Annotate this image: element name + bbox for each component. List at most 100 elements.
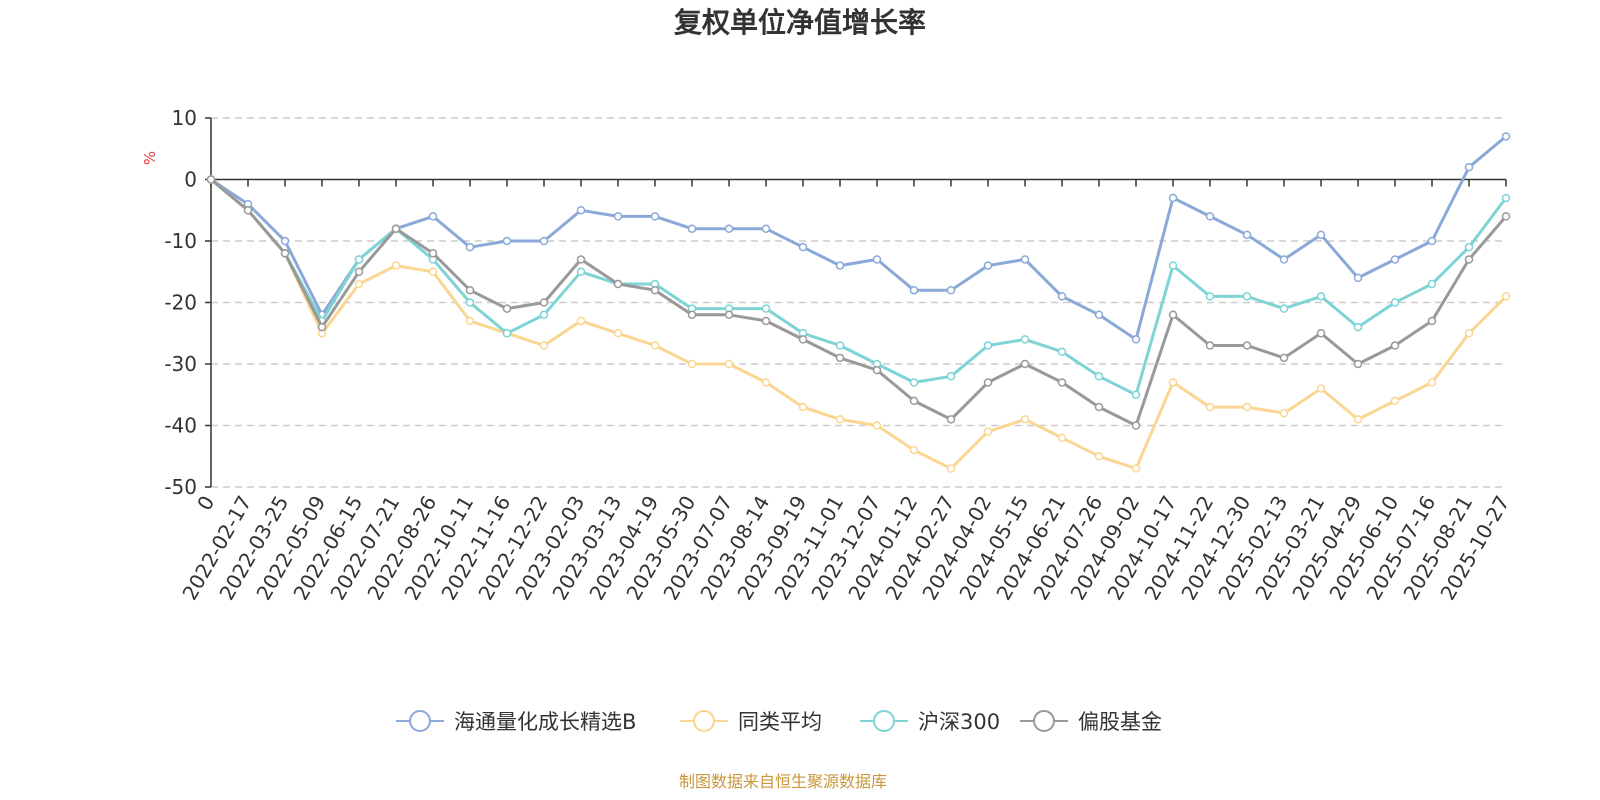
data-point [1057, 378, 1067, 387]
data-point [1057, 292, 1067, 301]
data-point [1131, 390, 1141, 399]
data-point [539, 236, 549, 246]
data-point [909, 285, 919, 295]
legend[interactable]: 海通量化成长精选B 同类平均 沪深300 偏股基金 [396, 710, 1162, 734]
legend-item-2[interactable]: 同类平均 [680, 710, 822, 734]
data-point [576, 316, 586, 326]
data-point [835, 353, 845, 363]
data-point [391, 261, 401, 270]
data-point [1464, 162, 1474, 172]
data-point [354, 255, 364, 264]
data-point [465, 316, 475, 326]
data-point [872, 421, 882, 430]
legend-item-3[interactable]: 沪深300 [860, 710, 1000, 734]
data-point [1205, 292, 1215, 301]
data-point [1020, 255, 1030, 264]
data-point [1020, 415, 1030, 424]
data-point [1094, 310, 1104, 320]
data-point [1279, 408, 1289, 418]
data-point [317, 322, 327, 332]
data-point [1390, 298, 1400, 307]
data-point [428, 249, 438, 258]
data-point [798, 335, 808, 344]
data-point [835, 415, 845, 424]
data-point [872, 255, 882, 264]
data-point [1390, 341, 1400, 350]
data-point [687, 310, 697, 320]
data-point [687, 224, 697, 233]
data-point [909, 378, 919, 387]
data-point [946, 464, 956, 473]
data-point [650, 341, 660, 350]
data-point [613, 212, 623, 221]
data-point [1131, 421, 1141, 430]
data-point [280, 236, 290, 246]
data-point [1131, 335, 1141, 344]
data-point [539, 310, 549, 320]
data-point [1390, 396, 1400, 406]
data-point [650, 285, 660, 295]
data-point [983, 427, 993, 436]
legend-label: 偏股基金 [1078, 710, 1162, 734]
legend-label: 海通量化成长精选B [454, 710, 636, 734]
legend-circle-icon [693, 710, 715, 732]
data-point [724, 310, 734, 320]
legend-label: 沪深300 [918, 710, 1000, 734]
data-point [1353, 359, 1363, 369]
data-point [1242, 230, 1252, 240]
data-point [835, 261, 845, 270]
data-point [539, 298, 549, 307]
data-source-note: 制图数据来自恒生聚源数据库 [679, 772, 887, 791]
data-point [576, 255, 586, 264]
data-point [613, 279, 623, 289]
data-point [1094, 372, 1104, 381]
data-point [687, 359, 697, 369]
data-point [946, 285, 956, 295]
data-point [428, 267, 438, 276]
data-point [1427, 378, 1437, 387]
data-point [1464, 329, 1474, 338]
data-point [1316, 329, 1326, 338]
data-point [983, 341, 993, 350]
data-point [1131, 464, 1141, 473]
data-point [1020, 359, 1030, 369]
legend-circle-icon [873, 710, 895, 732]
data-point [280, 249, 290, 258]
data-point [798, 402, 808, 412]
data-point [835, 341, 845, 350]
series-2 [206, 175, 1511, 473]
data-point [1501, 193, 1511, 203]
data-point [761, 316, 771, 326]
data-point [1390, 255, 1400, 264]
data-point [761, 378, 771, 387]
data-point [1205, 402, 1215, 412]
y-tick-label: -20 [164, 291, 197, 315]
y-tick-label: -10 [164, 229, 197, 253]
data-point [465, 298, 475, 307]
data-point [613, 329, 623, 338]
data-point [1057, 347, 1067, 356]
data-point [1316, 230, 1326, 240]
data-point [983, 378, 993, 387]
data-point [1205, 341, 1215, 350]
data-point [1094, 402, 1104, 412]
data-point [724, 359, 734, 369]
axes: 100-10-20-30-40-5002022-02-172022-03-252… [164, 106, 1514, 604]
data-point [1242, 402, 1252, 412]
data-point [1242, 341, 1252, 350]
data-point [1168, 261, 1178, 270]
data-point [909, 445, 919, 455]
legend-item-4[interactable]: 偏股基金 [1020, 710, 1162, 734]
legend-item-1[interactable]: 海通量化成长精选B [396, 710, 636, 734]
series-4 [206, 175, 1511, 430]
data-point [1316, 384, 1326, 393]
series-line [210, 135, 1507, 341]
series-line [210, 178, 1508, 397]
data-point [206, 175, 216, 184]
data-point [761, 224, 771, 233]
data-point [1205, 212, 1215, 221]
y-axis-unit-label: % [141, 151, 159, 165]
data-point [354, 279, 364, 289]
data-point [1501, 292, 1511, 301]
data-point [391, 224, 401, 233]
